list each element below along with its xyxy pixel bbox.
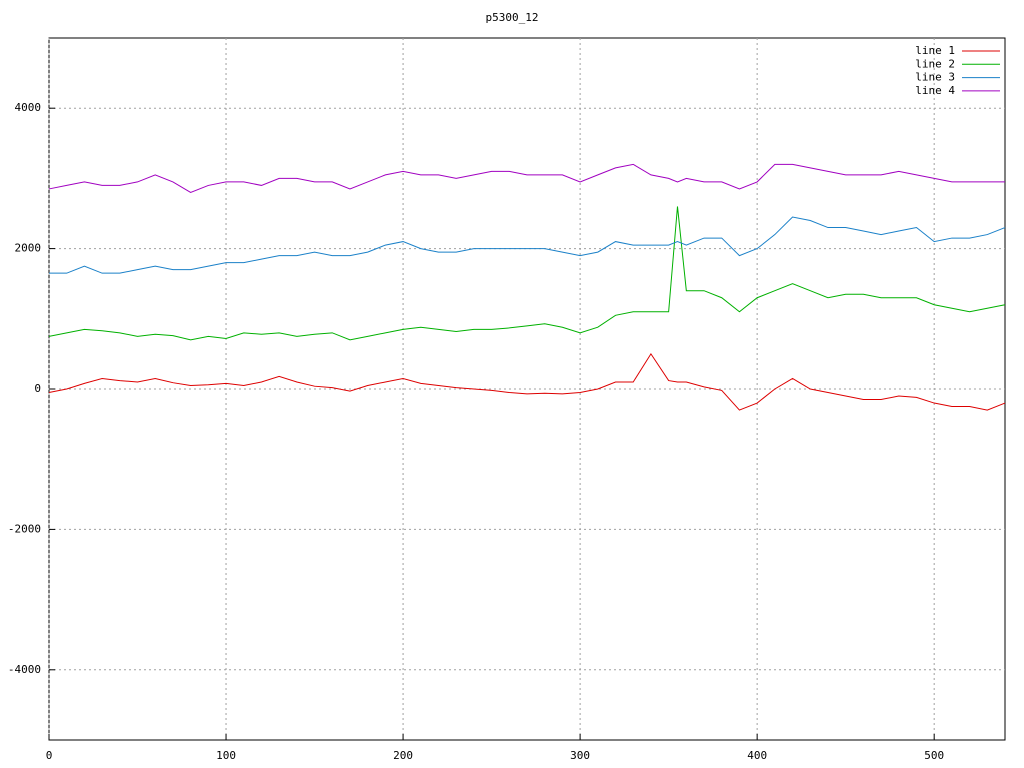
x-tick-label: 300 [570,749,590,762]
x-tick-label: 200 [393,749,413,762]
y-tick-label: -2000 [8,522,41,535]
y-tick-label: -4000 [8,663,41,676]
series-line [48,206,1006,341]
x-tick-label: 400 [747,749,767,762]
plot-frame [48,37,1006,741]
y-tick-label: 2000 [15,242,42,255]
legend-label: line 1 [915,44,955,57]
x-tick-label: 500 [924,749,944,762]
legend-label: line 2 [915,57,955,70]
x-tick-label: 100 [216,749,236,762]
series-line [48,163,1005,193]
y-tick-label: 4000 [15,101,42,114]
series-line [48,352,1006,411]
y-tick-label: 0 [34,382,41,395]
series-line [49,216,1006,274]
legend-label: line 3 [915,71,955,84]
chart-title: p5300_12 [486,11,539,24]
legend-label: line 4 [915,84,955,97]
x-tick-label: 0 [46,749,53,762]
